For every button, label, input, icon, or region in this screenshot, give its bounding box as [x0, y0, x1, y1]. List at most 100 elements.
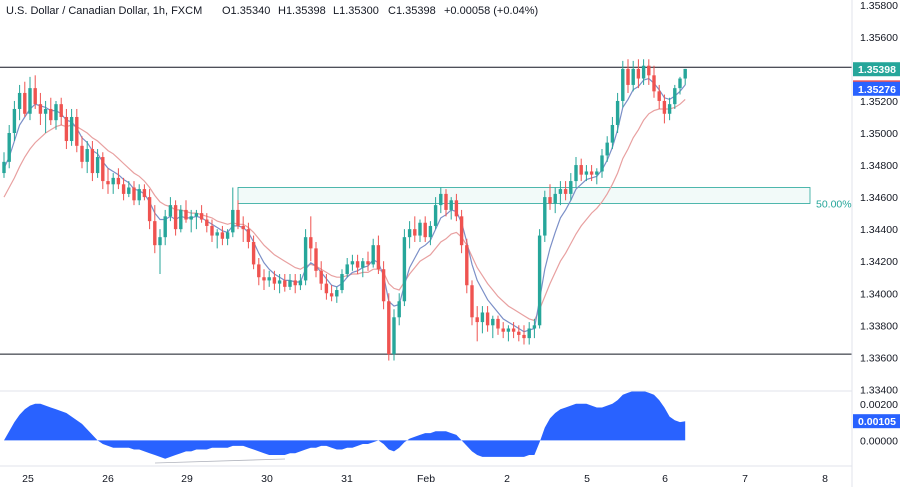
- candle[interactable]: [355, 254, 360, 275]
- candle[interactable]: [558, 181, 563, 206]
- candle[interactable]: [95, 149, 100, 178]
- candle[interactable]: [657, 84, 661, 109]
- candle[interactable]: [309, 216, 313, 262]
- candle[interactable]: [532, 318, 537, 339]
- candle[interactable]: [262, 269, 266, 291]
- candle[interactable]: [85, 141, 89, 174]
- divergence-trendline[interactable]: [154, 458, 286, 464]
- candle[interactable]: [257, 257, 261, 286]
- candle[interactable]: [496, 315, 500, 335]
- candle[interactable]: [366, 251, 370, 271]
- candle[interactable]: [615, 92, 620, 134]
- candle[interactable]: [236, 200, 240, 230]
- time-axis[interactable]: 25 26 29 30 31 Feb 2 5 6 7 8: [22, 473, 828, 485]
- candle[interactable]: [215, 229, 219, 249]
- candle[interactable]: [210, 219, 214, 242]
- candle[interactable]: [288, 274, 292, 291]
- candle[interactable]: [402, 229, 407, 307]
- candle[interactable]: [371, 238, 375, 268]
- candle[interactable]: [418, 219, 422, 242]
- candle[interactable]: [381, 261, 386, 310]
- candle[interactable]: [199, 205, 204, 223]
- candle[interactable]: [480, 306, 485, 334]
- candle[interactable]: [153, 205, 157, 254]
- candle[interactable]: [465, 238, 469, 294]
- candle[interactable]: [527, 322, 531, 345]
- slow-moving-average-line[interactable]: [3, 98, 686, 322]
- candle[interactable]: [12, 100, 17, 142]
- candle[interactable]: [553, 187, 557, 214]
- candle[interactable]: [272, 270, 277, 291]
- candle[interactable]: [168, 197, 173, 222]
- candle[interactable]: [574, 157, 578, 188]
- candle[interactable]: [127, 181, 131, 198]
- candle[interactable]: [267, 270, 271, 287]
- symbol-title[interactable]: U.S. Dollar / Canadian Dollar, 1h, FXCM: [6, 5, 202, 17]
- candle[interactable]: [220, 225, 225, 246]
- candle[interactable]: [49, 97, 53, 125]
- candle[interactable]: [647, 59, 651, 85]
- candle[interactable]: [303, 229, 308, 286]
- candle[interactable]: [485, 306, 490, 332]
- candle[interactable]: [595, 168, 599, 185]
- candle[interactable]: [423, 216, 427, 242]
- candle[interactable]: [173, 200, 178, 236]
- candle[interactable]: [506, 325, 511, 342]
- candle[interactable]: [194, 209, 199, 230]
- candle[interactable]: [75, 108, 79, 153]
- candle[interactable]: [106, 168, 110, 194]
- candle[interactable]: [293, 274, 297, 294]
- candle[interactable]: [439, 187, 443, 214]
- fib-zone[interactable]: [237, 187, 811, 204]
- candle[interactable]: [392, 309, 396, 361]
- candle[interactable]: [116, 168, 121, 190]
- candle[interactable]: [673, 84, 677, 109]
- candle[interactable]: [475, 306, 479, 342]
- candle[interactable]: [407, 221, 412, 249]
- candle[interactable]: [225, 229, 230, 246]
- candle[interactable]: [652, 65, 656, 98]
- candle[interactable]: [548, 184, 552, 210]
- candle[interactable]: [137, 184, 141, 206]
- candle[interactable]: [678, 76, 682, 95]
- candle[interactable]: [147, 189, 152, 230]
- candle[interactable]: [641, 59, 646, 85]
- candle[interactable]: [340, 269, 344, 294]
- candle[interactable]: [121, 177, 126, 201]
- candle[interactable]: [428, 221, 433, 246]
- candle[interactable]: [23, 81, 27, 117]
- price-tag[interactable]: 1.35276: [853, 81, 900, 96]
- candle[interactable]: [543, 190, 547, 242]
- candle[interactable]: [69, 108, 74, 146]
- candle[interactable]: [683, 68, 687, 85]
- candle[interactable]: [132, 181, 136, 206]
- candle[interactable]: [142, 184, 147, 201]
- candle[interactable]: [605, 136, 609, 162]
- candle[interactable]: [433, 197, 438, 230]
- candle[interactable]: [33, 75, 37, 109]
- candle[interactable]: [350, 254, 355, 271]
- candle[interactable]: [329, 285, 334, 302]
- candle[interactable]: [64, 108, 69, 150]
- candle[interactable]: [54, 100, 58, 130]
- candle[interactable]: [246, 222, 251, 249]
- candle[interactable]: [179, 205, 183, 233]
- price-tag[interactable]: 1.35398: [853, 62, 900, 77]
- candle[interactable]: [231, 187, 235, 238]
- candle[interactable]: [600, 149, 604, 178]
- candle[interactable]: [491, 315, 495, 339]
- candle[interactable]: [277, 274, 282, 294]
- fast-moving-average-line[interactable]: [3, 77, 686, 333]
- candle[interactable]: [59, 97, 63, 125]
- candle[interactable]: [444, 189, 448, 217]
- candle[interactable]: [314, 241, 318, 278]
- candle[interactable]: [449, 197, 453, 220]
- candle[interactable]: [584, 165, 589, 182]
- candle[interactable]: [319, 261, 323, 291]
- candle[interactable]: [189, 209, 193, 233]
- candle[interactable]: [511, 322, 516, 339]
- candle[interactable]: [626, 59, 630, 93]
- candle[interactable]: [298, 274, 303, 291]
- candle[interactable]: [241, 216, 245, 242]
